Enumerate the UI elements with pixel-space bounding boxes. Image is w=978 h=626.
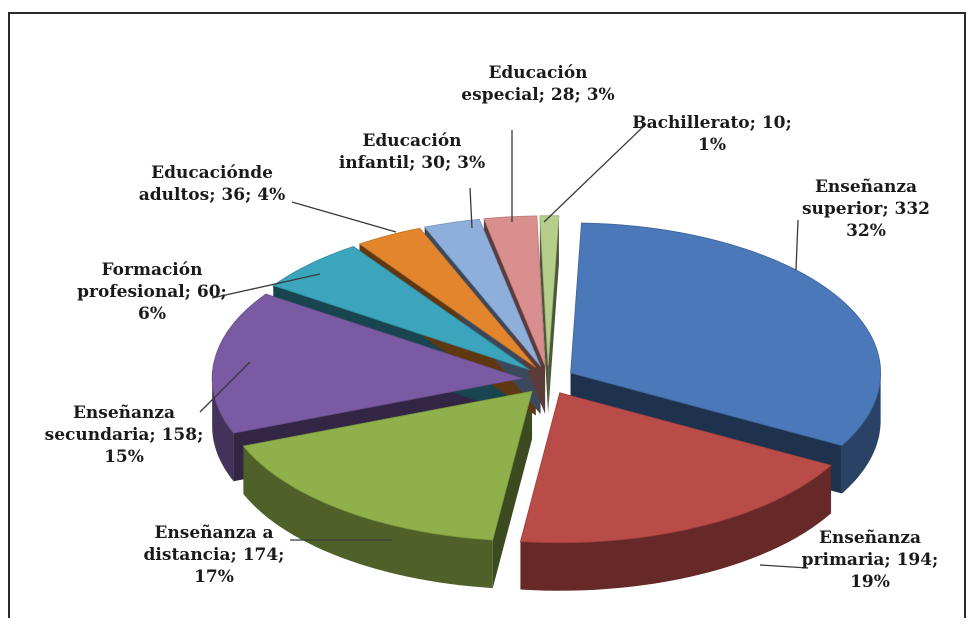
pie-slice-ense-anza-primaria [519, 392, 832, 544]
data-label-line: Enseñanza [73, 403, 175, 423]
leader-line [795, 219, 799, 271]
data-label-line: Enseñanza [815, 177, 917, 197]
pie-slice-side [539, 215, 559, 414]
slice-rim [520, 465, 832, 591]
slice-cut-face [539, 215, 549, 414]
pie-slice-ense-anza-secundaria [211, 293, 524, 434]
pie-slice-educaci-n-especial [483, 215, 546, 366]
leader-line [469, 187, 473, 229]
data-label-line: distancia; 174; [144, 545, 285, 565]
data-label-line: 6% [138, 304, 166, 324]
pie-slice-ense-anza-a-distancia [242, 390, 533, 541]
data-label-line: especial; 28; 3% [461, 85, 614, 105]
slice-cut-face [548, 215, 559, 414]
leader-line [291, 201, 397, 233]
data-label-line: profesional; 60; [77, 282, 227, 302]
data-label-line: Educación [488, 63, 587, 83]
leader-line [759, 564, 809, 569]
pie-slice-formaci-n-profesional [272, 246, 530, 371]
pie-slice-educaci-n-de-adultos [358, 227, 536, 368]
data-label-line: adultos; 36; 4% [139, 185, 286, 205]
slice-rim [243, 446, 493, 589]
data-label-line: Bachillerato; 10; [632, 113, 792, 133]
slice-rim [841, 372, 881, 494]
data-label-line: superior; 332 [802, 199, 930, 219]
pie-slice-bachillerato [539, 215, 560, 366]
data-label-line: 19% [850, 572, 890, 592]
data-label-line: Enseñanza [819, 528, 921, 548]
data-label-line: 17% [194, 567, 234, 587]
data-label-line: 32% [846, 221, 886, 241]
leader-line [211, 273, 321, 299]
data-label: Bachillerato; 10;1% [543, 113, 792, 223]
pie-tops [211, 215, 882, 544]
data-label-line: Formación [102, 260, 203, 280]
data-label-line: Enseñanza a [154, 523, 273, 543]
data-label-line: Educación [362, 131, 461, 151]
pie-slice-educaci-n-infantil [423, 218, 541, 367]
data-label-line: Educaciónde [151, 163, 273, 183]
data-label-line: infantil; 30; 3% [339, 153, 485, 173]
slice-rim [212, 378, 234, 482]
data-label-line: 1% [698, 135, 726, 155]
data-label-line: secundaria; 158; [45, 425, 204, 445]
data-label-line: 15% [104, 447, 144, 467]
leader-line [199, 361, 251, 413]
data-label-line: primaria; 194; [802, 550, 939, 570]
leader-line [543, 123, 647, 223]
pie-slice-ense-anza-superior [570, 222, 882, 446]
